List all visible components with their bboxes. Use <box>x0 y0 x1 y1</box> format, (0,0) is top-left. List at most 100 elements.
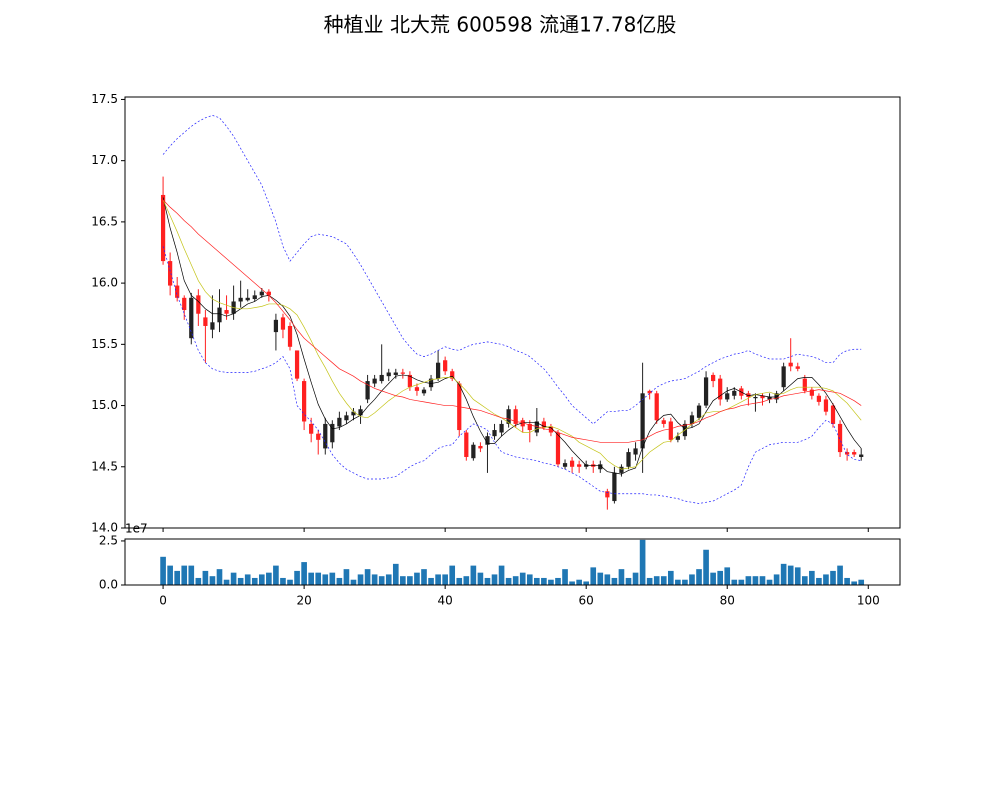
volume-bar <box>625 577 632 585</box>
candle-body <box>428 378 434 388</box>
plot-frame <box>124 96 901 529</box>
volume-bar <box>280 577 286 585</box>
candle-body <box>421 389 427 394</box>
volume-bar <box>562 569 568 585</box>
candle-body <box>823 399 829 412</box>
candle-body <box>506 409 511 424</box>
candle-body <box>513 409 518 424</box>
candle-body <box>189 297 194 339</box>
volume-bar <box>470 565 477 585</box>
volume-bar <box>569 581 575 585</box>
volume-bar <box>780 563 787 585</box>
volume-bar <box>273 565 279 585</box>
volume-bar <box>308 572 314 585</box>
volume-bar <box>491 574 498 585</box>
candle-body <box>788 362 793 367</box>
x-tick-label: 100 <box>857 594 880 608</box>
candle-body <box>344 415 349 421</box>
volume-bar <box>400 576 406 585</box>
candle-body <box>859 454 864 457</box>
candle-body <box>689 415 695 424</box>
candle-body <box>569 460 575 467</box>
volume-bar <box>794 567 801 585</box>
volume-bar <box>773 574 780 585</box>
volume-bar <box>336 577 343 585</box>
candle-body <box>238 297 243 302</box>
volume-bar <box>329 572 336 585</box>
volume-bar <box>618 569 625 585</box>
candle-body <box>175 285 180 298</box>
volume-bar <box>251 577 258 585</box>
y-tick-label: 2.5 <box>99 533 118 547</box>
volume-bar <box>689 574 695 585</box>
candle-body <box>160 194 166 262</box>
volume-bar <box>660 576 667 585</box>
candle-body <box>837 423 843 453</box>
volume-bar <box>498 565 505 585</box>
volume-bar <box>646 577 653 585</box>
candle-body <box>577 464 582 467</box>
volume-bar <box>258 574 265 585</box>
volume-bar <box>597 572 604 585</box>
chart-title: 种植业 北大荒 600598 流通17.78亿股 <box>324 13 677 37</box>
volume-bar <box>322 574 329 585</box>
volume-bar <box>682 579 688 585</box>
volume-bar <box>202 570 209 585</box>
candle-body <box>675 436 680 440</box>
candle-body <box>302 381 307 422</box>
candle-body <box>217 307 222 323</box>
volume-bar <box>160 556 166 585</box>
candle-body <box>725 393 730 400</box>
volume-bar <box>858 579 865 585</box>
candle-body <box>661 420 666 424</box>
candle-body <box>605 491 610 498</box>
volume-bar <box>421 569 427 585</box>
candle-body <box>372 378 377 384</box>
volume-bar <box>371 574 378 585</box>
volume-bar <box>519 572 526 585</box>
volume-bar <box>696 569 702 585</box>
y-tick-label: 16.5 <box>91 214 118 228</box>
y-tick-label: 17.0 <box>91 153 118 167</box>
volume-bar <box>505 577 512 585</box>
candle-body <box>774 393 779 400</box>
candle-body <box>760 395 765 399</box>
candle-body <box>548 426 554 433</box>
candle-body <box>309 423 314 434</box>
candle-body <box>414 387 420 391</box>
candle-body <box>316 433 321 440</box>
candle-body <box>323 423 328 449</box>
y-tick-label: 15.5 <box>91 337 118 351</box>
candle-body <box>450 371 455 379</box>
volume-bar <box>484 577 491 585</box>
candle-body <box>168 261 173 286</box>
volume-bar <box>435 574 441 585</box>
candle-body <box>379 374 384 382</box>
candle-body <box>816 395 822 402</box>
candle-body <box>492 430 497 437</box>
volume-bar <box>266 572 272 585</box>
candle-body <box>654 393 659 421</box>
candle-body <box>753 396 758 399</box>
volume-bar <box>343 569 350 585</box>
volume-bar <box>209 576 216 585</box>
y-tick-label: 15.0 <box>91 398 118 412</box>
volume-bar <box>667 570 674 585</box>
candle-body <box>612 472 617 502</box>
candle-body <box>520 420 525 427</box>
volume-bar <box>385 574 392 585</box>
y-tick-label: 14.5 <box>91 459 118 473</box>
volume-bar <box>188 565 195 585</box>
candle-body <box>696 405 702 418</box>
volume-bar <box>181 565 188 585</box>
volume-bar <box>583 581 590 585</box>
x-tick-label: 80 <box>720 594 735 608</box>
volume-bar <box>223 579 230 585</box>
candle-body <box>619 466 624 473</box>
volume-bar <box>816 577 822 585</box>
volume-bar <box>364 569 371 585</box>
candle-body <box>527 423 532 431</box>
volume-bar <box>555 577 561 585</box>
candle-body <box>844 452 850 455</box>
candle-body <box>407 374 413 388</box>
